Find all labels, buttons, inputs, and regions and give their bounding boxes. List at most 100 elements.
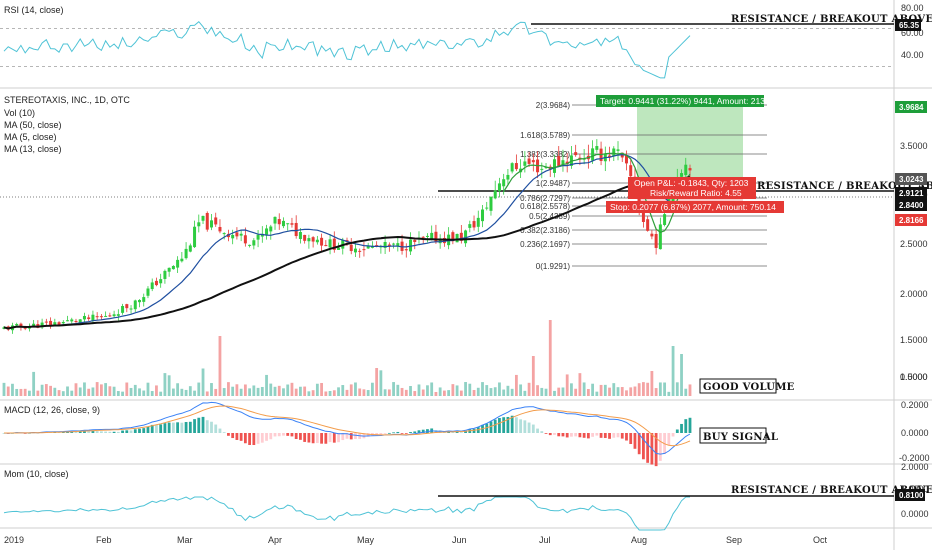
macd-histogram-bar: [112, 431, 116, 433]
macd-histogram-bar: [498, 418, 501, 433]
ma13-line: [46, 153, 691, 327]
candle-body: [485, 207, 489, 209]
volume-bar: [519, 384, 523, 396]
macd-histogram-bar: [345, 433, 349, 439]
candle-body: [15, 324, 19, 326]
price-tag-box: [895, 214, 927, 226]
macd-histogram-bar: [205, 420, 209, 433]
macd-histogram-bar: [273, 433, 277, 437]
volume-bar: [468, 383, 472, 396]
volume-bar: [138, 388, 141, 396]
candle-body: [383, 241, 387, 248]
macd-histogram-bar: [625, 433, 628, 441]
macd-histogram-bar: [688, 417, 692, 433]
volume-bar: [231, 386, 235, 396]
volume-bar: [218, 336, 222, 396]
volume-bar: [66, 386, 69, 396]
candle-body: [163, 270, 167, 279]
price-tag-value: 3.9684: [899, 103, 924, 112]
candle-body: [281, 220, 285, 227]
volume-bar: [464, 382, 467, 396]
volume-bar: [506, 385, 510, 396]
macd-histogram-bar: [277, 433, 281, 437]
volume-bar: [180, 388, 184, 396]
macd-histogram-bar: [506, 416, 510, 433]
candle-body: [663, 214, 667, 226]
volume-bar: [667, 391, 671, 396]
candle-body: [269, 226, 273, 232]
candle-body: [328, 239, 332, 248]
volume-bar: [260, 386, 264, 396]
volume-bar: [561, 387, 565, 396]
macd-histogram-bar: [248, 433, 252, 445]
macd-histogram-bar: [658, 433, 662, 461]
volume-bar: [485, 385, 489, 396]
candle-body: [205, 212, 209, 230]
candle-body: [502, 179, 506, 187]
candle-body: [387, 244, 391, 246]
macd-histogram-bar: [383, 433, 387, 434]
macd-histogram-bar: [108, 431, 112, 433]
volume-bar: [61, 391, 65, 396]
macd-histogram-bar: [493, 419, 497, 433]
candle-body: [256, 234, 260, 240]
macd-histogram-bar: [684, 419, 688, 433]
macd-histogram-bar: [91, 430, 95, 433]
candle-body: [311, 237, 315, 242]
macd-histogram-bar: [163, 423, 167, 433]
macd-histogram-bar: [557, 433, 561, 437]
fib-level-label: 0.786(2.7297): [520, 194, 570, 203]
volume-bar: [684, 388, 688, 396]
candle-body: [112, 314, 116, 317]
candle-body: [193, 226, 197, 248]
macd-histogram-bar: [83, 430, 86, 433]
candle-body: [265, 228, 269, 235]
candle-body: [688, 168, 692, 171]
macd-histogram-bar: [426, 429, 429, 433]
volume-bar: [277, 385, 281, 396]
volume-bar: [650, 371, 654, 396]
price-tick-label: 3.5000: [900, 141, 928, 151]
macd-histogram-bar: [536, 428, 539, 433]
macd-histogram-bar: [125, 430, 129, 433]
volume-bar: [510, 388, 514, 396]
volume-bar: [155, 385, 158, 396]
macd-histogram-bar: [299, 433, 302, 440]
candle-body: [298, 232, 302, 239]
macd-histogram-bar: [231, 433, 235, 439]
volume-bar: [366, 390, 370, 396]
macd-histogram-bar: [472, 428, 476, 433]
volume-bar: [108, 386, 112, 396]
macd-histogram-bar: [671, 433, 675, 437]
volume-bar: [586, 389, 590, 396]
candle-body: [472, 221, 476, 228]
volume-bar: [637, 383, 641, 396]
volume-bar: [337, 387, 340, 396]
candle-body: [294, 222, 298, 237]
volume-bar: [28, 390, 31, 396]
macd-histogram-bar: [387, 432, 391, 434]
volume-bar: [599, 384, 603, 396]
macd-histogram-bar: [265, 433, 268, 441]
volume-bar: [671, 346, 675, 396]
volume-bar: [303, 386, 307, 396]
candle-body: [565, 161, 569, 165]
mom-tick-0: 2.0000: [901, 462, 929, 472]
volume-bar: [565, 374, 569, 396]
volume-bar: [150, 391, 154, 396]
volume-bar: [493, 387, 497, 396]
volume-bar: [36, 390, 40, 396]
candle-body: [286, 223, 290, 225]
macd-histogram-bar: [578, 433, 582, 438]
candle-body: [176, 259, 180, 268]
volume-bar: [417, 384, 421, 396]
candle-body: [612, 148, 616, 157]
macd-tick-2: -0.2000: [899, 453, 930, 463]
macd-histogram-bar: [392, 432, 395, 434]
macd-histogram-bar: [514, 417, 518, 433]
volume-bar: [421, 389, 425, 396]
macd-histogram-bar: [620, 433, 624, 439]
macd-histogram-bar: [654, 433, 658, 467]
macd-histogram-bar: [603, 433, 607, 438]
candle-body: [78, 319, 82, 324]
